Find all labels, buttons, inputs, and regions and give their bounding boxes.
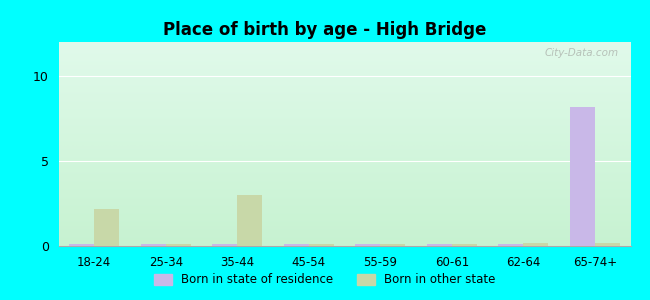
Legend: Born in state of residence, Born in other state: Born in state of residence, Born in othe… bbox=[150, 269, 500, 291]
Bar bbox=[380, 244, 406, 246]
Bar bbox=[94, 208, 120, 246]
Bar bbox=[499, 244, 523, 246]
Bar bbox=[69, 244, 94, 246]
Bar bbox=[427, 244, 452, 246]
Bar bbox=[166, 244, 191, 246]
Bar bbox=[569, 106, 595, 246]
Bar bbox=[452, 244, 476, 246]
Bar bbox=[595, 243, 620, 246]
Text: Place of birth by age - High Bridge: Place of birth by age - High Bridge bbox=[163, 21, 487, 39]
Bar bbox=[523, 243, 548, 246]
Text: City-Data.com: City-Data.com bbox=[545, 48, 619, 58]
Bar bbox=[212, 244, 237, 246]
Bar bbox=[284, 244, 309, 246]
Bar bbox=[355, 244, 380, 246]
Bar bbox=[140, 244, 166, 246]
Bar bbox=[237, 195, 262, 246]
Bar bbox=[309, 244, 334, 246]
